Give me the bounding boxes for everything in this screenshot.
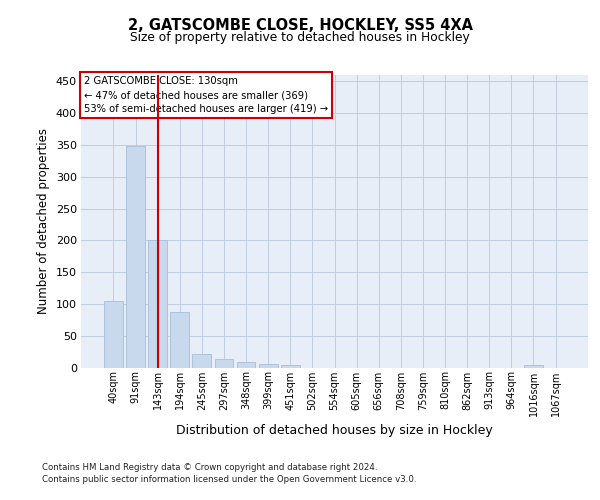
Text: Contains public sector information licensed under the Open Government Licence v3: Contains public sector information licen… xyxy=(42,475,416,484)
Bar xyxy=(259,364,278,368)
Bar xyxy=(281,365,299,368)
Text: Size of property relative to detached houses in Hockley: Size of property relative to detached ho… xyxy=(130,31,470,44)
Bar xyxy=(126,146,145,368)
Y-axis label: Number of detached properties: Number of detached properties xyxy=(37,128,50,314)
Bar xyxy=(148,240,167,368)
Bar xyxy=(170,312,189,368)
Bar xyxy=(236,362,256,368)
X-axis label: Distribution of detached houses by size in Hockley: Distribution of detached houses by size … xyxy=(176,424,493,437)
Bar xyxy=(524,365,543,368)
Bar xyxy=(215,359,233,368)
Text: 2, GATSCOMBE CLOSE, HOCKLEY, SS5 4XA: 2, GATSCOMBE CLOSE, HOCKLEY, SS5 4XA xyxy=(128,18,473,32)
Text: Contains HM Land Registry data © Crown copyright and database right 2024.: Contains HM Land Registry data © Crown c… xyxy=(42,464,377,472)
Text: 2 GATSCOMBE CLOSE: 130sqm
← 47% of detached houses are smaller (369)
53% of semi: 2 GATSCOMBE CLOSE: 130sqm ← 47% of detac… xyxy=(83,76,328,114)
Bar xyxy=(104,300,123,368)
Bar xyxy=(193,354,211,368)
